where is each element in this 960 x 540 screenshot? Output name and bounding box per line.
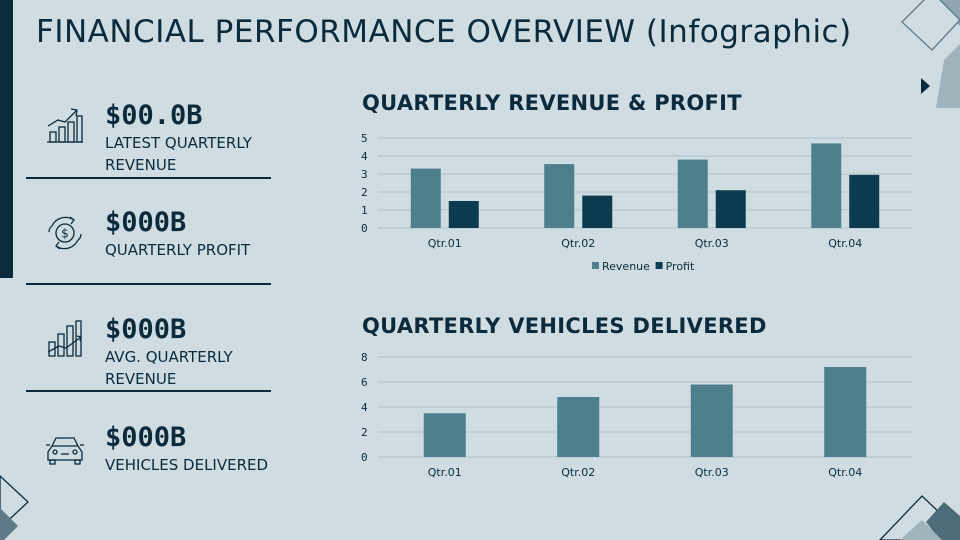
y-tick-label: 4 [361,150,368,163]
y-tick-label: 2 [361,426,368,439]
x-category-label: Qtr.02 [561,466,595,479]
kpi-label: AVG. QUARTERLY REVENUE [105,348,233,388]
revenue-bar [811,143,842,228]
legend-swatch [655,262,663,269]
kpi-value: $000B [105,314,187,345]
corner-decoration-bottom-left [0,475,29,540]
profit-bar [582,195,613,228]
vehicles-bar [557,397,600,457]
x-category-label: Qtr.04 [828,237,862,250]
kpi-label: QUARTERLY PROFIT [105,241,251,259]
svg-text:$: $ [61,227,69,241]
kpi-value: $00.0B [105,100,203,131]
kpi-label: LATEST QUARTERLY REVENUE [105,134,252,174]
profit-bar [715,190,746,228]
corner-decoration-top-right [901,0,960,108]
vehicles-chart: 0 2 4 6 8 Qtr.01 Qtr.02 Qtr.03 Qtr.04 [361,351,912,479]
x-category-label: Qtr.02 [561,237,595,250]
kpi-label: VEHICLES DELIVERED [105,456,269,474]
y-tick-label: 6 [361,376,368,389]
kpi-avg-revenue: $000B AVG. QUARTERLY REVENUE [26,314,271,394]
profit-bar [448,201,479,228]
kpi-divider [26,283,271,285]
y-tick-label: 4 [361,401,368,414]
revenue-profit-chart-title: QUARTERLY REVENUE & PROFIT [362,91,742,115]
revenue-bar [677,159,708,228]
y-tick-label: 8 [361,351,368,364]
profit-bar [849,174,880,228]
y-tick-label: 2 [361,186,368,199]
page-title: FINANCIAL PERFORMANCE OVERVIEW (Infograp… [36,14,852,50]
car-icon [44,426,86,468]
legend-label: Profit [666,260,695,273]
kpi-value: $000B [105,207,187,238]
x-category-label: Qtr.04 [828,466,862,479]
y-tick-label: 0 [361,222,368,235]
corner-decoration-bottom-right [879,495,960,540]
kpi-quarterly-profit: $ $000B QUARTERLY PROFIT [26,207,271,287]
legend-swatch [592,262,599,269]
vehicles-bar [423,413,466,457]
kpi-latest-revenue: $00.0B LATEST QUARTERLY REVENUE [26,100,271,180]
y-tick-label: 0 [361,451,368,464]
x-category-label: Qtr.03 [695,237,729,250]
kpi-divider [26,390,271,392]
kpi-value: $000B [105,422,187,453]
growth-chart-icon [44,104,86,146]
y-tick-label: 3 [361,168,368,181]
revenue-bar [410,168,441,228]
rising-bars-icon [44,318,86,360]
kpi-divider [26,177,271,179]
x-category-label: Qtr.01 [428,466,462,479]
x-category-label: Qtr.03 [695,466,729,479]
kpi-vehicles-delivered: $000B VEHICLES DELIVERED [26,422,271,482]
vehicles-chart-title: QUARTERLY VEHICLES DELIVERED [362,314,767,338]
revenue-profit-chart: 0 1 2 3 4 5 Qtr.01 Qtr.02 Qtr.03 Qtr.04 Revenue Pro… [361,132,912,273]
vehicles-bar [824,367,867,457]
legend-label: Revenue [602,260,650,273]
money-cycle-icon: $ [44,212,86,254]
vehicles-bar [690,384,733,457]
y-tick-label: 5 [361,132,368,145]
x-category-label: Qtr.01 [428,237,462,250]
revenue-bar [544,164,575,228]
left-accent-bar [0,0,13,278]
y-tick-label: 1 [361,204,368,217]
